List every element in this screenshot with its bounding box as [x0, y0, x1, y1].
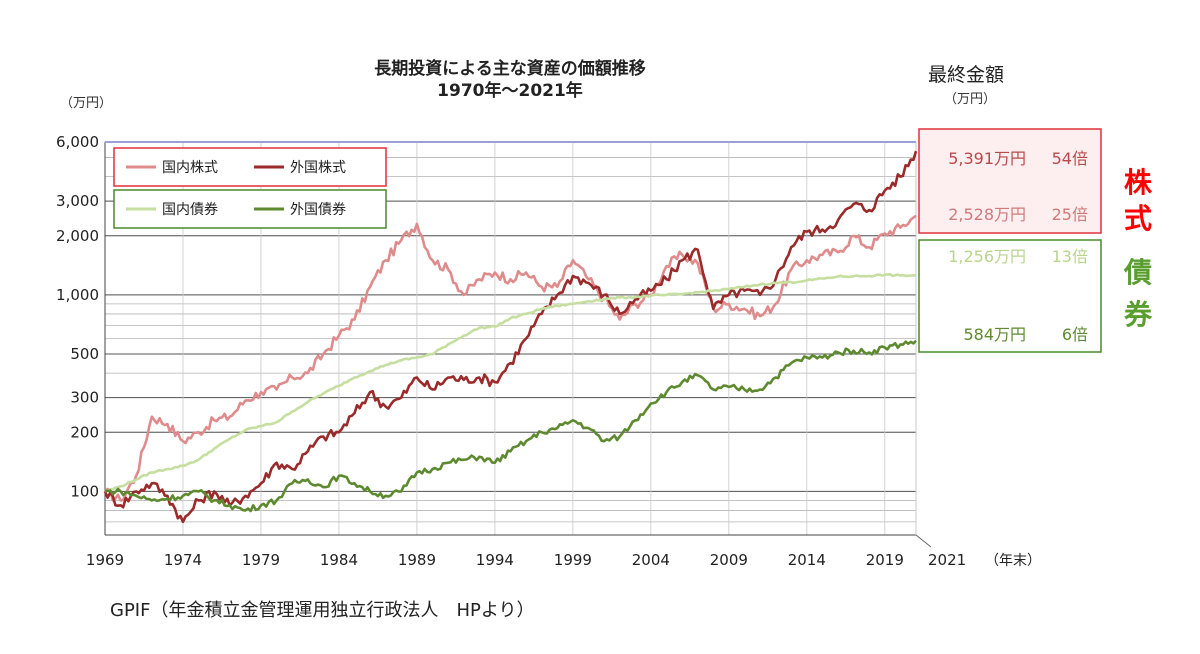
final-amount: 5,391万円	[948, 149, 1026, 168]
final-box-bonds	[918, 239, 1102, 353]
series-line-domestic-bonds	[104, 273, 917, 493]
x-axis-suffix: （年末）	[985, 553, 1041, 569]
legend-label: 国内株式	[162, 160, 218, 176]
x-tick-label: 2004	[632, 551, 670, 569]
y-tick-label: 500	[70, 345, 99, 363]
x-tick-label: 2009	[710, 551, 748, 569]
y-tick-label: 3,000	[56, 192, 99, 210]
x-tick-label: 1974	[164, 551, 202, 569]
final-amount-unit: （万円）	[944, 92, 997, 107]
y-tick-label: 2,000	[56, 227, 99, 245]
x-tick-label-end: 2021	[928, 551, 966, 569]
x-tick-label: 1989	[398, 551, 436, 569]
final-box-stocks	[918, 128, 1102, 234]
x-tick-label: 1979	[242, 551, 280, 569]
series-line-domestic-stocks	[104, 214, 917, 502]
bonds-group-label: 債	[1123, 256, 1152, 289]
final-multiple: 6倍	[1062, 325, 1088, 344]
stocks-group-label: 式	[1124, 202, 1152, 235]
x-tick-label: 2019	[866, 551, 904, 569]
legend-label: 国内債券	[162, 202, 218, 218]
final-amount-heading: 最終金額	[928, 64, 1005, 86]
bonds-group-label: 券	[1124, 298, 1153, 331]
series-line-foreign-bonds	[104, 339, 917, 513]
x-tick-label: 2014	[788, 551, 826, 569]
legend-label: 外国株式	[290, 160, 346, 176]
y-axis-unit: （万円）	[60, 96, 113, 111]
final-multiple: 25倍	[1052, 205, 1088, 224]
x-tick-label: 1999	[554, 551, 592, 569]
source-note: GPIF（年金積立金管理運用独立行政法人 HPより）	[110, 600, 535, 621]
y-tick-label: 100	[70, 482, 99, 500]
final-amount: 1,256万円	[948, 247, 1026, 266]
y-tick-label: 6,000	[56, 133, 99, 151]
y-tick-label: 200	[70, 423, 99, 441]
legend-box-stocks	[113, 147, 387, 187]
chart-title: 長期投資による主な資産の価額推移 1970年～2021年	[300, 58, 720, 102]
chart-title-sub: 1970年～2021年	[437, 81, 583, 101]
legend-label: 外国債券	[290, 202, 346, 218]
chart-title-main: 長期投資による主な資産の価額推移	[374, 59, 646, 79]
x-tick-label: 1994	[476, 551, 514, 569]
y-tick-label: 300	[70, 389, 99, 407]
final-multiple: 13倍	[1052, 247, 1088, 266]
series-line-foreign-stocks	[103, 150, 918, 524]
x-end-leader	[915, 534, 932, 548]
final-amount: 2,528万円	[948, 205, 1026, 224]
x-tick-label: 1984	[320, 551, 358, 569]
final-amount: 584万円	[963, 325, 1026, 344]
x-tick-label: 1969	[86, 551, 124, 569]
final-multiple: 54倍	[1052, 149, 1088, 168]
stocks-group-label: 株	[1124, 166, 1153, 199]
y-tick-label: 1,000	[56, 286, 99, 304]
legend-box-bonds	[113, 189, 387, 229]
